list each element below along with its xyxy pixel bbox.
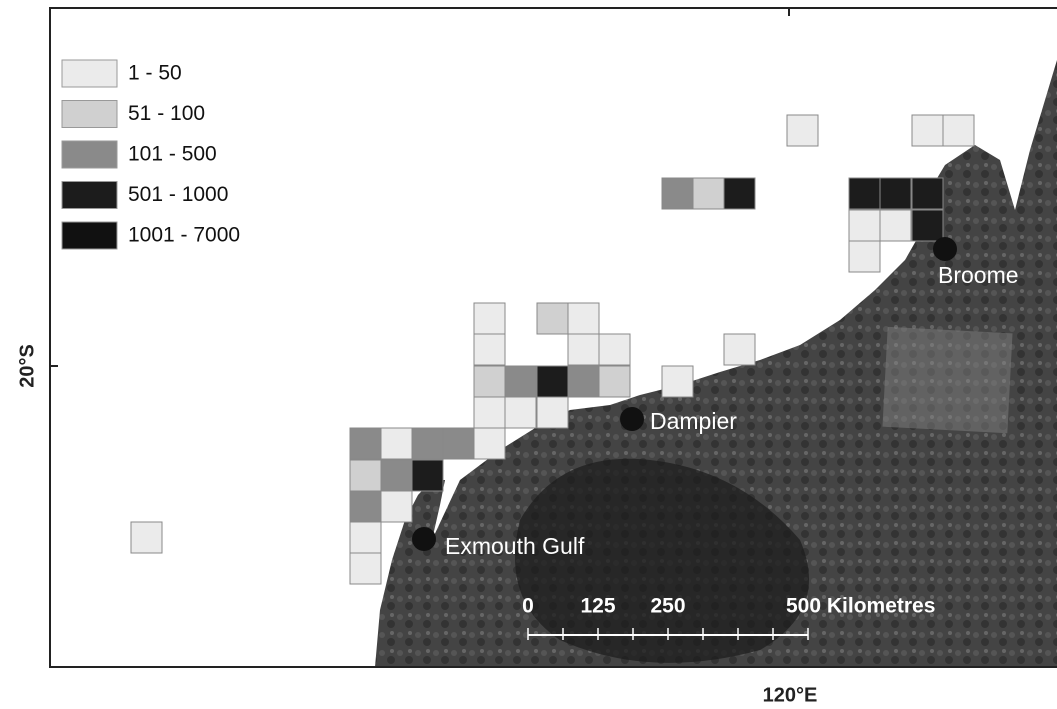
grid-cell [786, 114, 819, 147]
image-patch [882, 326, 1013, 434]
grid-cell [942, 114, 975, 147]
grid-cell [661, 365, 694, 398]
legend-swatch [61, 140, 118, 169]
scale-bar: 0 125 250 500 Kilometres [522, 595, 935, 640]
grid-cells [130, 114, 975, 585]
grid-cell [879, 209, 912, 242]
grid-cell [442, 427, 475, 460]
grid-cell [504, 396, 537, 429]
grid-cell [536, 396, 569, 429]
grid-cell [504, 365, 537, 398]
map-area [130, 60, 1057, 667]
grid-cell [692, 177, 725, 210]
grid-cell [473, 333, 506, 366]
grid-cell [349, 552, 382, 585]
dark-interior [515, 458, 809, 663]
town-label: Dampier [650, 408, 737, 434]
legend-label: 51 - 100 [128, 102, 205, 125]
grid-cell [473, 365, 506, 398]
grid-cell [567, 365, 600, 398]
legend-swatch [61, 181, 118, 209]
lon-label: 120°E [763, 684, 818, 706]
grid-cell [411, 459, 444, 492]
grid-cell [848, 177, 881, 210]
legend-swatch [61, 100, 118, 128]
grid-cell [130, 521, 163, 554]
grid-cell [349, 459, 382, 492]
scale-label: 0 [522, 595, 534, 618]
grid-cell [723, 333, 756, 366]
grid-cell [723, 177, 756, 210]
grid-cell [567, 302, 600, 335]
grid-cell [661, 177, 694, 210]
legend-label: 1001 - 7000 [128, 224, 240, 247]
legend-swatch [61, 221, 118, 250]
town-label: Broome [938, 262, 1019, 288]
grid-cell [848, 209, 881, 242]
grid-cell [598, 365, 631, 398]
grid-cell [349, 427, 382, 460]
grid-cell [911, 114, 944, 147]
grid-cell [349, 490, 382, 523]
grid-cell [879, 177, 912, 210]
lat-label: 20°S [16, 344, 38, 388]
grid-cell [598, 333, 631, 366]
scale-label: 125 [580, 595, 615, 618]
grid-cell [473, 427, 506, 460]
grid-cell [380, 427, 413, 460]
town-marker [412, 527, 436, 551]
town-label: Exmouth Gulf [445, 533, 585, 559]
scale-label: 250 [650, 595, 685, 618]
grid-cell [349, 521, 382, 554]
grid-cell [911, 177, 944, 210]
grid-cell [473, 396, 506, 429]
grid-cell [848, 240, 881, 273]
legend-swatch [61, 59, 118, 88]
grid-cell [411, 427, 444, 460]
grid-cell [380, 490, 413, 523]
grid-cell [536, 365, 569, 398]
grid-cell [911, 209, 944, 242]
legend: 1 - 50 51 - 100 101 - 500 501 - 1000 1001 - … [61, 59, 240, 250]
town-marker [620, 407, 644, 431]
legend-label: 501 - 1000 [128, 183, 228, 206]
grid-cell [380, 459, 413, 492]
frame [49, 7, 1057, 668]
scale-label: 500 Kilometres [786, 595, 935, 618]
grid-cell [536, 302, 569, 335]
grid-cell [473, 302, 506, 335]
town-marker [933, 237, 957, 261]
towns: Broome Dampier Exmouth Gulf [412, 237, 1019, 559]
legend-label: 101 - 500 [128, 143, 217, 166]
grid-cell [567, 333, 600, 366]
legend-label: 1 - 50 [128, 62, 182, 85]
